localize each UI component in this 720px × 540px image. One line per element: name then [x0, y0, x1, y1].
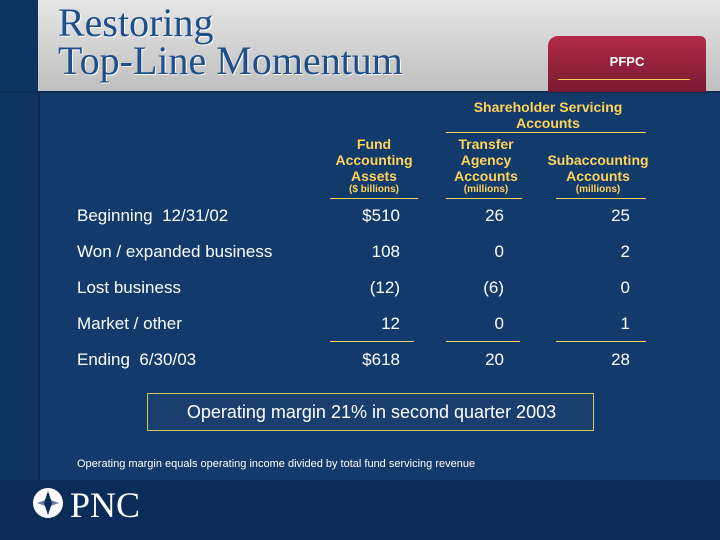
footnote: Operating margin equals operating income…: [77, 458, 476, 470]
row-label-ending: Ending 6/30/03: [77, 350, 197, 369]
col-header-sub: ($ billions): [349, 184, 399, 195]
cell-transfer: (6): [483, 278, 504, 297]
footer-band: [0, 480, 720, 540]
pnc-logo-text: PNC: [70, 485, 141, 525]
cell-subaccounting: 0: [620, 278, 630, 297]
cell-transfer: 20: [485, 350, 504, 369]
row-label-lost: Lost business: [77, 278, 181, 297]
cell-transfer: 0: [494, 242, 504, 261]
col-header-transfer-agency: Transfer Agency Accounts (millions): [446, 136, 526, 196]
cell-fund: 12: [381, 314, 400, 333]
sum-rule-transfer: [446, 341, 520, 342]
sum-rule-fund: [330, 341, 414, 342]
cell-fund: (12): [369, 278, 400, 297]
cell-subaccounting: 2: [620, 242, 630, 261]
cell-subaccounting: 1: [620, 314, 630, 333]
pnc-logo-icon: [33, 488, 63, 518]
col-header-sub: (millions): [575, 184, 621, 195]
col-rule-transfer: [446, 198, 522, 199]
col-header-fund-accounting: Fund Accounting Assets ($ billions): [324, 136, 424, 196]
col-header-sub: (millions): [463, 184, 509, 195]
cell-subaccounting: 25: [611, 206, 630, 225]
col-header-subaccounting: Subaccounting Accounts (millions): [538, 152, 658, 196]
col-rule-fund: [330, 198, 418, 199]
cell-subaccounting: 28: [611, 350, 630, 369]
cell-fund: 108: [371, 242, 400, 261]
pfpc-badge-rule: [558, 79, 690, 80]
pfpc-badge-label: PFPC: [609, 54, 645, 69]
cell-fund: $618: [362, 350, 400, 369]
group-header-rule: [446, 132, 646, 133]
pfpc-badge: PFPC: [548, 36, 706, 92]
col-header-label: Fund Accounting Assets: [335, 136, 413, 184]
col-rule-subaccounting: [556, 198, 646, 199]
col-header-label: Transfer Agency Accounts: [454, 136, 518, 184]
cell-transfer: 26: [485, 206, 504, 225]
callout-text: Operating margin 21% in second quarter 2…: [186, 402, 557, 422]
cell-transfer: 0: [494, 314, 504, 333]
cell-fund: $510: [362, 206, 400, 225]
operating-margin-callout: Operating margin 21% in second quarter 2…: [147, 393, 594, 431]
sum-rule-subaccounting: [556, 341, 646, 342]
header-rule: [0, 91, 720, 93]
group-header: Shareholder Servicing Accounts: [473, 99, 623, 131]
row-label-beginning: Beginning 12/31/02: [77, 206, 229, 225]
page-title: Restoring Top-Line Momentum: [58, 0, 403, 83]
left-bar: [0, 0, 38, 480]
left-divider: [38, 92, 40, 480]
row-label-won: Won / expanded business: [77, 242, 273, 261]
row-label-market: Market / other: [77, 314, 182, 333]
col-header-label: Subaccounting Accounts: [547, 152, 649, 184]
